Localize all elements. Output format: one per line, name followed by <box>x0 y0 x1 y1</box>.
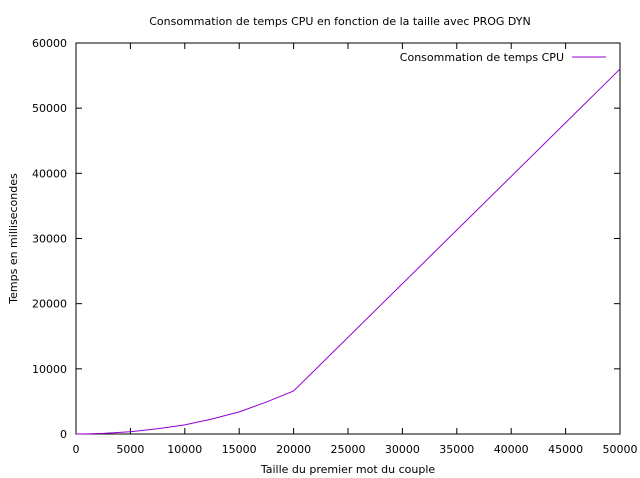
x-axis: 0 5000 10000 15000 20000 25000 30000 35000 40000… <box>73 43 638 456</box>
series-layer <box>75 68 621 435</box>
y-tick-label: 60000 <box>32 37 67 50</box>
x-tick-label: 50000 <box>603 443 638 456</box>
x-tick-label: 25000 <box>331 443 366 456</box>
y-tick-label: 40000 <box>32 167 67 180</box>
y-tick-label: 10000 <box>32 363 67 376</box>
x-tick-label: 35000 <box>439 443 474 456</box>
x-axis-label: Taille du premier mot du couple <box>260 463 436 476</box>
x-tick-label: 0 <box>73 443 80 456</box>
chart-title: Consommation de temps CPU en fonction de… <box>149 15 530 28</box>
x-tick-label: 5000 <box>116 443 144 456</box>
legend-label: Consommation de temps CPU <box>400 51 564 64</box>
x-tick-label: 45000 <box>548 443 583 456</box>
plot-area <box>75 42 621 435</box>
x-tick-label: 20000 <box>276 443 311 456</box>
x-tick-label: 40000 <box>494 443 529 456</box>
y-tick-label: 30000 <box>32 233 67 246</box>
x-tick-label: 15000 <box>222 443 257 456</box>
y-tick-label: 50000 <box>32 102 67 115</box>
x-tick-label: 30000 <box>385 443 420 456</box>
legend: Consommation de temps CPU <box>400 51 606 64</box>
plot-frame <box>75 42 621 435</box>
series-line <box>75 68 621 435</box>
x-tick-label: 10000 <box>167 443 202 456</box>
y-tick-label: 0 <box>60 428 67 441</box>
y-axis-label: Temps en millisecondes <box>7 173 20 305</box>
y-tick-label: 20000 <box>32 298 67 311</box>
y-axis: 0 10000 20000 30000 40000 50000 60000 <box>32 37 620 441</box>
